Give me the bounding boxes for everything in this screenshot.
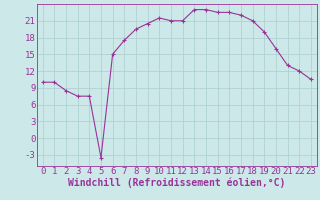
X-axis label: Windchill (Refroidissement éolien,°C): Windchill (Refroidissement éolien,°C)	[68, 178, 285, 188]
